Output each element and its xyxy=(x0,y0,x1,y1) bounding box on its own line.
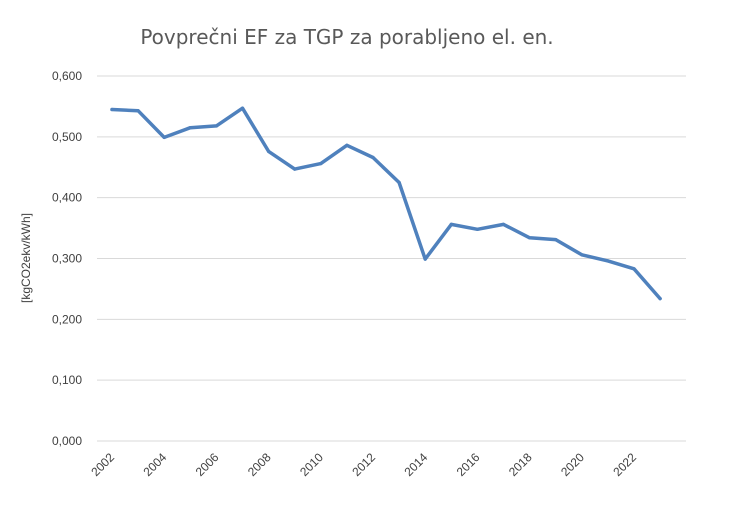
x-tick-label: 2008 xyxy=(245,450,274,479)
data-point xyxy=(214,124,218,128)
data-point xyxy=(345,143,349,147)
data-point xyxy=(475,227,479,231)
y-tick-label: 0,600 xyxy=(52,69,82,83)
y-tick-label: 0,300 xyxy=(52,252,82,266)
data-point xyxy=(293,167,297,171)
gridlines xyxy=(97,75,686,442)
x-tick-label: 2014 xyxy=(402,450,431,479)
data-point xyxy=(240,106,245,110)
data-point xyxy=(423,257,427,261)
data-point xyxy=(188,126,192,130)
x-tick-label: 2012 xyxy=(349,450,378,479)
y-axis-label: [kgCO2ekv/kWh] xyxy=(19,213,33,303)
data-point xyxy=(632,267,636,271)
data-point xyxy=(501,222,506,226)
data-point xyxy=(162,135,166,139)
x-tick-label: 2010 xyxy=(297,450,326,479)
data-point xyxy=(371,155,375,160)
data-point xyxy=(528,236,532,240)
data-point xyxy=(658,297,662,301)
series-line xyxy=(110,106,662,301)
x-tick-label: 2006 xyxy=(193,450,222,479)
x-tick-label: 2022 xyxy=(610,450,639,479)
y-tick-label: 0,400 xyxy=(52,191,82,205)
x-tick-label: 2016 xyxy=(454,450,483,479)
data-point xyxy=(397,180,401,185)
data-point xyxy=(267,149,271,153)
data-point xyxy=(319,162,323,166)
chart-title: Povprečni EF za TGP za porabljeno el. en… xyxy=(140,25,553,49)
data-point xyxy=(554,238,558,242)
data-point xyxy=(449,222,453,226)
x-axis-ticks: 2002 2004 2006 2008 2010 2012 2014 2016 2018 2020… xyxy=(88,450,639,479)
y-tick-label: 0,200 xyxy=(52,312,82,326)
y-tick-label: 0,500 xyxy=(52,130,82,144)
y-axis-ticks: 0,000 0,100 0,200 0,300 0,400 0,500 0,600 xyxy=(52,69,82,448)
data-point xyxy=(136,109,140,113)
series-layer xyxy=(110,106,662,301)
x-tick-label: 2004 xyxy=(141,450,170,479)
y-tick-label: 0,000 xyxy=(52,434,82,448)
x-tick-label: 2020 xyxy=(558,450,587,479)
data-point xyxy=(110,107,114,112)
x-tick-label: 2018 xyxy=(506,450,535,479)
y-tick-label: 0,100 xyxy=(52,373,82,387)
data-point xyxy=(580,253,584,257)
data-point xyxy=(606,259,610,263)
x-tick-label: 2002 xyxy=(88,450,117,479)
